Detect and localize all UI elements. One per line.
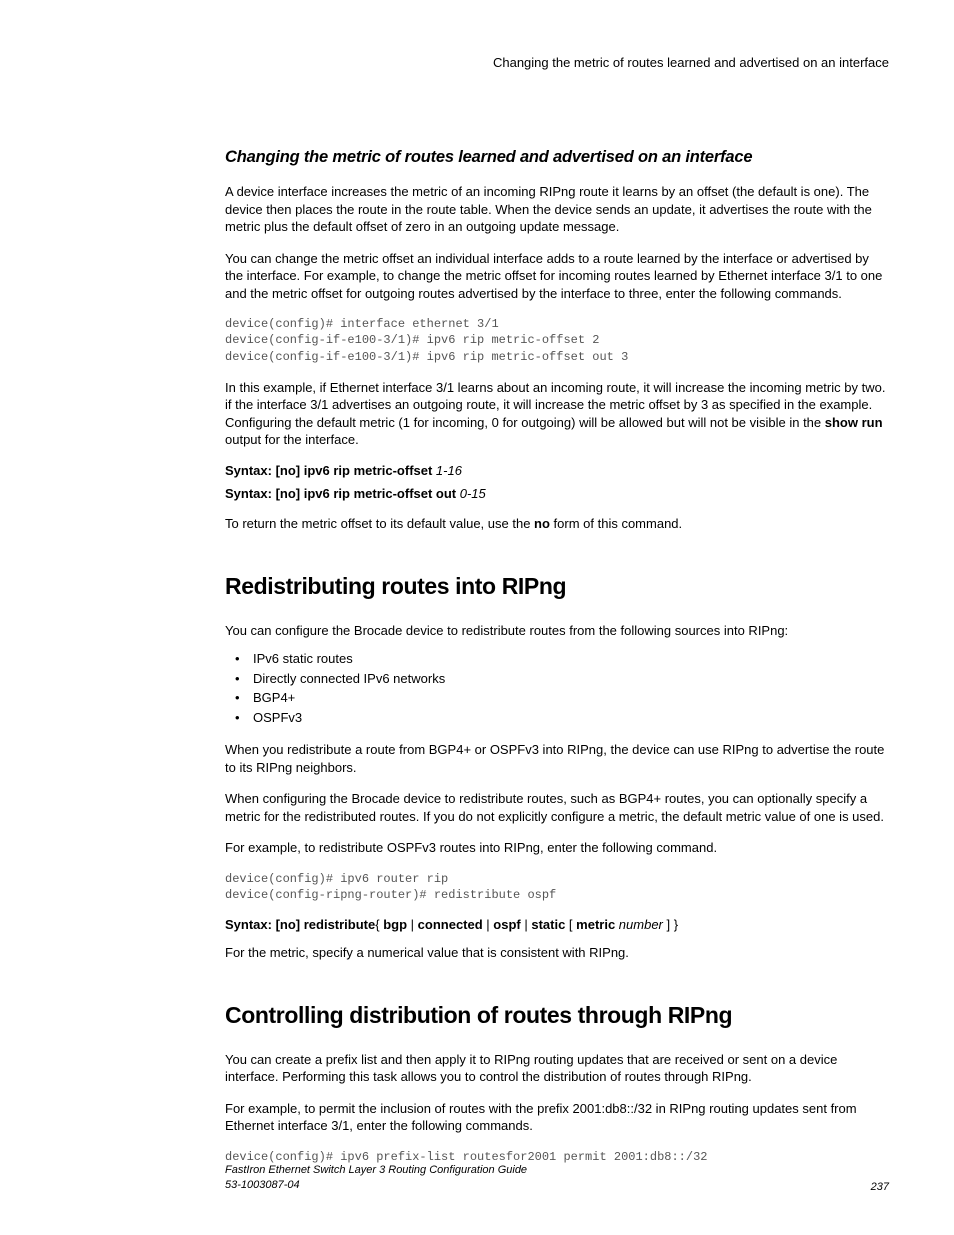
show-run-bold: show run [825,415,883,430]
list-item: OSPFv3 [235,708,889,728]
section1-title: Changing the metric of routes learned an… [225,148,889,167]
text: To return the metric offset to its defau… [225,516,534,531]
section3-p1: You can create a prefix list and then ap… [225,1051,889,1086]
text: form of this command. [550,516,682,531]
syntax-italic: 0-15 [456,486,486,501]
text: In this example, if Ethernet interface 3… [225,380,885,430]
section2-bullets: IPv6 static routes Directly connected IP… [235,649,889,727]
footer-doc-num: 53-1003087-04 [225,1178,527,1193]
section1-p4: To return the metric offset to its defau… [225,515,889,533]
footer-doc-title: FastIron Ethernet Switch Layer 3 Routing… [225,1163,527,1178]
text: | [521,917,532,932]
syntax-bold: Syntax: [no] ipv6 rip metric-offset out [225,486,456,501]
section1-syntax2: Syntax: [no] ipv6 rip metric-offset out … [225,486,889,501]
syntax-bold: connected [418,917,483,932]
text: output for the interface. [225,432,359,447]
section1-syntax1: Syntax: [no] ipv6 rip metric-offset 1-16 [225,463,889,478]
section2-code1: device(config)# ipv6 router rip device(c… [225,871,889,903]
syntax-bold: Syntax: [no] ipv6 rip metric-offset [225,463,432,478]
syntax-italic: 1-16 [432,463,462,478]
section2-p4: For example, to redistribute OSPFv3 rout… [225,839,889,857]
footer-doc: FastIron Ethernet Switch Layer 3 Routing… [225,1163,527,1193]
no-bold: no [534,516,550,531]
syntax-bold: Syntax: [no] redistribute [225,917,375,932]
section1-p3: In this example, if Ethernet interface 3… [225,379,889,449]
syntax-bold: metric [576,917,615,932]
text: [ [565,917,576,932]
section1-p2: You can change the metric offset an indi… [225,250,889,303]
syntax-bold: bgp [383,917,407,932]
section3-title: Controlling distribution of routes throu… [225,1002,889,1029]
syntax-bold: static [531,917,565,932]
page-container: Changing the metric of routes learned an… [0,0,954,1235]
syntax-italic: number [615,917,663,932]
footer-page-number: 237 [871,1181,889,1193]
section2-p3: When configuring the Brocade device to r… [225,790,889,825]
list-item: Directly connected IPv6 networks [235,669,889,689]
syntax-bold: ospf [493,917,520,932]
section2-p5: For the metric, specify a numerical valu… [225,944,889,962]
section2-p1: You can configure the Brocade device to … [225,622,889,640]
section2-p2: When you redistribute a route from BGP4+… [225,741,889,776]
section2-title: Redistributing routes into RIPng [225,573,889,600]
section2-syntax: Syntax: [no] redistribute{ bgp | connect… [225,917,889,932]
section1-code1: device(config)# interface ethernet 3/1 d… [225,316,889,365]
text: | [407,917,418,932]
text: | [483,917,494,932]
list-item: IPv6 static routes [235,649,889,669]
page-footer: FastIron Ethernet Switch Layer 3 Routing… [225,1163,889,1193]
section3-p2: For example, to permit the inclusion of … [225,1100,889,1135]
running-header: Changing the metric of routes learned an… [225,55,889,70]
list-item: BGP4+ [235,688,889,708]
text: ] } [663,917,678,932]
section1-p1: A device interface increases the metric … [225,183,889,236]
